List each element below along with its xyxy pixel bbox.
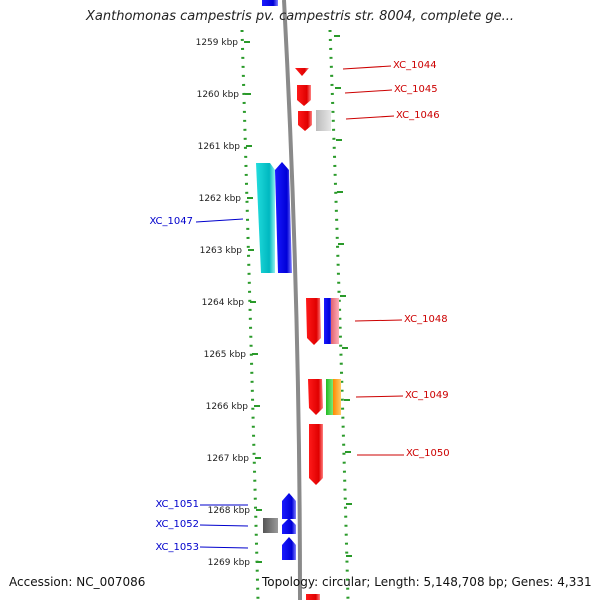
gene-arrow-top-partial <box>262 0 278 6</box>
gene-block-pink-1048 <box>331 298 339 344</box>
ruler-label: 1263 kbp <box>200 246 243 256</box>
gene-leader-line <box>354 319 403 322</box>
gene-arrow-xc-1047-cyan <box>256 163 275 273</box>
ruler-label: 1267 kbp <box>207 454 250 464</box>
gene-leader-line <box>342 65 392 70</box>
ruler-label: 1265 kbp <box>204 350 247 360</box>
accession-text: Accession: NC_007086 <box>9 575 146 589</box>
gene-block-blue-1048 <box>324 298 332 344</box>
gene-arrow-bottom-partial <box>306 594 320 600</box>
gene-arrow-xc-1051 <box>282 493 296 519</box>
gene-label-xc-1049[interactable]: XC_1049 <box>405 390 449 401</box>
gene-leader-line <box>355 395 404 398</box>
ruler-labels: 1259 kbp 1260 kbp 1261 kbp 1262 kbp 1263 kbp… <box>196 38 251 568</box>
gene-leader-line <box>195 218 244 223</box>
ruler-label: 1261 kbp <box>198 142 241 152</box>
gene-label-xc-1045[interactable]: XC_1045 <box>394 84 438 95</box>
gene-arrow-xc-1052 <box>282 518 296 534</box>
ruler-label: 1269 kbp <box>208 558 251 568</box>
ruler-label: 1266 kbp <box>206 402 249 412</box>
gene-arrow-xc-1044 <box>295 68 309 76</box>
ruler <box>240 29 352 600</box>
gene-label-xc-1044[interactable]: XC_1044 <box>393 60 437 71</box>
gene-arrow-xc-1046 <box>298 111 312 131</box>
gene-label-xc-1046[interactable]: XC_1046 <box>396 110 440 121</box>
gene-labels: XC_1044 XC_1045 XC_1046 XC_1047 XC_1048 XC_10… <box>149 60 449 553</box>
genome-backbone <box>282 0 302 600</box>
ruler-right-line <box>328 29 350 600</box>
gene-leader-line <box>199 546 249 549</box>
ruler-left-line <box>240 29 260 600</box>
topology-text: Topology: circular; Length: 5,148,708 bp… <box>262 575 592 589</box>
gene-label-xc-1052[interactable]: XC_1052 <box>155 519 199 530</box>
gene-leader-line <box>344 89 393 94</box>
gene-label-xc-1050[interactable]: XC_1050 <box>406 448 450 459</box>
gene-arrow-xc-1053 <box>282 537 296 560</box>
gene-block-dark-1052 <box>263 518 278 533</box>
gene-arrow-xc-1048 <box>306 298 321 345</box>
gene-arrow-xc-1049 <box>308 379 323 415</box>
gene-label-xc-1051[interactable]: XC_1051 <box>155 499 199 510</box>
gene-block-gray <box>316 110 331 131</box>
gene-arrow-xc-1045 <box>297 85 311 106</box>
gene-block-green-1049 <box>326 379 334 415</box>
ruler-label: 1259 kbp <box>196 38 239 48</box>
page-title: Xanthomonas campestris pv. campestris st… <box>86 9 514 24</box>
gene-arrow-xc-1050 <box>309 424 323 485</box>
gene-leader-line <box>199 524 249 527</box>
gene-label-xc-1047[interactable]: XC_1047 <box>149 216 193 227</box>
gene-label-xc-1048[interactable]: XC_1048 <box>404 314 448 325</box>
gene-block-orange-1049 <box>333 379 341 415</box>
gene-arrow-xc-1047 <box>275 162 292 273</box>
gene-label-xc-1053[interactable]: XC_1053 <box>155 542 199 553</box>
ruler-label: 1264 kbp <box>202 298 245 308</box>
ruler-label: 1260 kbp <box>197 90 240 100</box>
gene-leader-line <box>345 115 395 120</box>
ruler-label: 1262 kbp <box>199 194 242 204</box>
ruler-label: 1268 kbp <box>208 506 251 516</box>
